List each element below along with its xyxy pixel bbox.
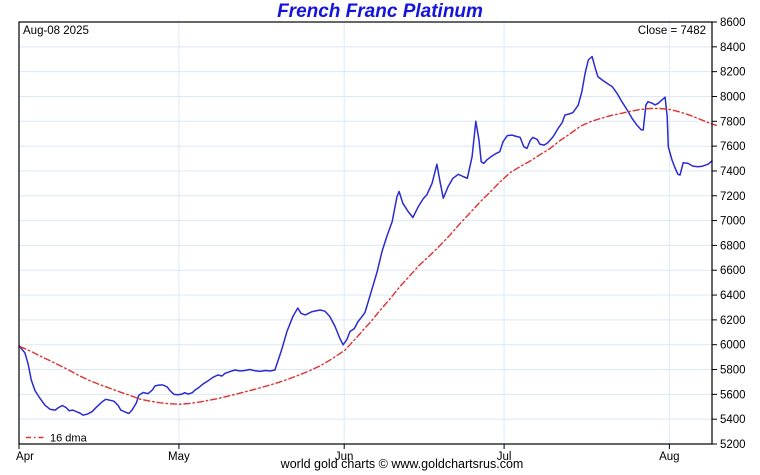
y-tick-label: 6800 <box>720 240 746 252</box>
y-tick-label: 5400 <box>720 414 746 426</box>
x-tick-label: May <box>168 451 190 463</box>
y-tick-label: 8400 <box>720 42 746 54</box>
legend-dma-label: 16 dma <box>50 433 88 445</box>
x-tick-label: Jun <box>335 451 354 463</box>
y-tick-label: 7200 <box>720 191 746 203</box>
axes <box>18 21 717 449</box>
date-label: Aug-08 2025 <box>23 25 89 37</box>
dma-line <box>19 107 717 405</box>
x-tick-label: Apr <box>16 451 34 463</box>
y-tick-label: 8200 <box>720 67 746 79</box>
close-label: Close = 7482 <box>638 25 706 37</box>
y-tick-label: 6400 <box>720 290 746 302</box>
chart-title: French Franc Platinum <box>277 1 483 22</box>
price-line <box>18 55 713 416</box>
y-tick-label: 8600 <box>720 17 746 29</box>
y-tick-label: 7000 <box>720 216 746 228</box>
footer-caption: world gold charts © www.goldchartsrus.co… <box>280 457 524 471</box>
y-tick-label: 6000 <box>720 340 746 352</box>
x-tick-label: Aug <box>659 451 679 463</box>
axis-tick-labels: 5200 5400 5600 5800 6000 6200 6400 6600 6800 7000… <box>16 17 746 463</box>
y-tick-label: 6200 <box>720 315 746 327</box>
y-tick-label: 5600 <box>720 389 746 401</box>
data-series <box>18 55 717 416</box>
x-tick-label: Jul <box>497 451 512 463</box>
y-tick-label: 5800 <box>720 365 746 377</box>
y-tick-label: 7400 <box>720 166 746 178</box>
y-tick-label: 6600 <box>720 265 746 277</box>
grid-lines <box>19 22 712 444</box>
legend: 16 dma <box>26 433 88 445</box>
y-tick-label: 7800 <box>720 116 746 128</box>
y-tick-label: 7600 <box>720 141 746 153</box>
plot-border <box>18 21 713 445</box>
y-tick-label: 8000 <box>720 91 746 103</box>
y-tick-label: 5200 <box>720 439 746 451</box>
